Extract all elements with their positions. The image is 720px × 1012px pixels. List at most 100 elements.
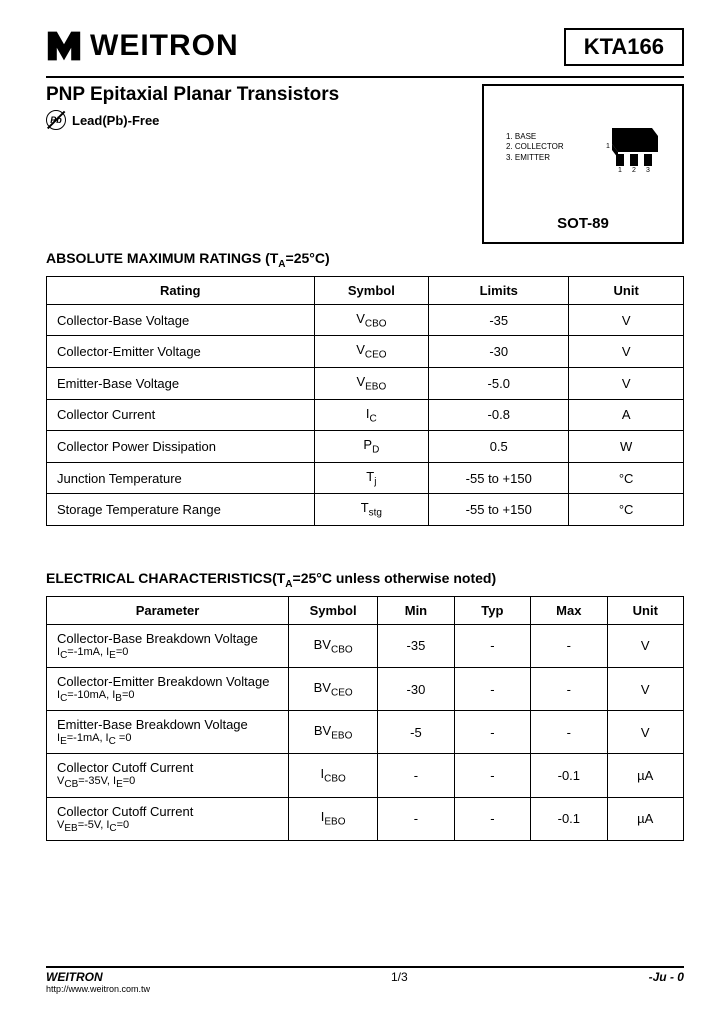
limits-cell: -5.0 bbox=[429, 367, 569, 399]
brand-name: WEITRON bbox=[90, 29, 239, 63]
unit-cell: V bbox=[607, 624, 683, 667]
elec-table-header: Typ bbox=[454, 596, 530, 624]
header-row: WEITRON KTA166 bbox=[46, 28, 684, 66]
unit-cell: V bbox=[607, 711, 683, 754]
table-row: Collector-Base Breakdown VoltageIC=-1mA,… bbox=[47, 624, 684, 667]
elec-section-title: ELECTRICAL CHARACTERISTICS(TA=25°C unles… bbox=[46, 570, 684, 590]
unit-cell: W bbox=[569, 431, 684, 463]
table-row: Collector-Emitter Breakdown VoltageIC=-1… bbox=[47, 667, 684, 710]
footer-url: http://www.weitron.com.tw bbox=[46, 984, 150, 994]
abs-table-header: Symbol bbox=[314, 276, 429, 304]
header-rule bbox=[46, 76, 684, 78]
limits-cell: -0.8 bbox=[429, 399, 569, 431]
symbol-cell: IC bbox=[314, 399, 429, 431]
symbol-cell: BVCEO bbox=[289, 667, 378, 710]
limits-cell: -55 to +150 bbox=[429, 462, 569, 494]
unit-cell: µA bbox=[607, 754, 683, 797]
unit-cell: V bbox=[569, 304, 684, 336]
table-row: Collector CurrentIC-0.8A bbox=[47, 399, 684, 431]
rating-cell: Collector-Base Voltage bbox=[47, 304, 315, 336]
parameter-cell: Emitter-Base Breakdown VoltageIE=-1mA, I… bbox=[47, 711, 289, 754]
elec-table-header: Unit bbox=[607, 596, 683, 624]
package-name: SOT-89 bbox=[484, 215, 682, 232]
table-row: Emitter-Base Breakdown VoltageIE=-1mA, I… bbox=[47, 711, 684, 754]
elec-table-header: Symbol bbox=[289, 596, 378, 624]
brand-block: WEITRON bbox=[46, 28, 239, 64]
abs-table-header: Unit bbox=[569, 276, 684, 304]
svg-text:1: 1 bbox=[606, 143, 610, 150]
abs-table-header: Limits bbox=[429, 276, 569, 304]
table-row: Collector Cutoff CurrentVCB=-35V, IE=0IC… bbox=[47, 754, 684, 797]
limits-cell: -35 bbox=[429, 304, 569, 336]
unit-cell: °C bbox=[569, 494, 684, 526]
elec-title-main: ELECTRICAL CHARACTERISTICS(T bbox=[46, 570, 285, 586]
pin-3: 3. EMITTER bbox=[506, 153, 564, 163]
abs-max-ratings-table: RatingSymbolLimitsUnitCollector-Base Vol… bbox=[46, 276, 684, 526]
footer-page-number: 1/3 bbox=[391, 970, 408, 994]
svg-text:3: 3 bbox=[646, 167, 650, 174]
pin-1: 1. BASE bbox=[506, 132, 564, 142]
table-row: Junction TemperatureTj-55 to +150°C bbox=[47, 462, 684, 494]
symbol-cell: PD bbox=[314, 431, 429, 463]
package-chip-icon: 1 1 2 3 bbox=[592, 124, 662, 179]
limits-cell: -55 to +150 bbox=[429, 494, 569, 526]
elec-title-tail: =25°C unless otherwise noted) bbox=[293, 570, 497, 586]
max-cell: -0.1 bbox=[531, 797, 607, 840]
table-row: Collector-Base VoltageVCBO-35V bbox=[47, 304, 684, 336]
max-cell: - bbox=[531, 711, 607, 754]
pin-2: 2. COLLECTOR bbox=[506, 142, 564, 152]
package-box: 1. BASE 2. COLLECTOR 3. EMITTER 1 1 2 3 … bbox=[482, 84, 684, 244]
unit-cell: °C bbox=[569, 462, 684, 494]
package-pins: 1. BASE 2. COLLECTOR 3. EMITTER bbox=[506, 132, 564, 163]
typ-cell: - bbox=[454, 754, 530, 797]
elec-table-header: Max bbox=[531, 596, 607, 624]
svg-text:1: 1 bbox=[618, 167, 622, 174]
abs-section-title: ABSOLUTE MAXIMUM RATINGS (TA=25°C) bbox=[46, 250, 684, 270]
parameter-cell: Collector-Emitter Breakdown VoltageIC=-1… bbox=[47, 667, 289, 710]
max-cell: -0.1 bbox=[531, 754, 607, 797]
table-row: Collector-Emitter VoltageVCEO-30V bbox=[47, 336, 684, 368]
typ-cell: - bbox=[454, 624, 530, 667]
pb-free-label: Lead(Pb)-Free bbox=[72, 113, 159, 128]
symbol-cell: BVEBO bbox=[289, 711, 378, 754]
abs-title-main: ABSOLUTE MAXIMUM RATINGS (T bbox=[46, 250, 278, 266]
footer-date: -Ju - 0 bbox=[649, 970, 684, 994]
electrical-characteristics-table: ParameterSymbolMinTypMaxUnitCollector-Ba… bbox=[46, 596, 684, 841]
pb-free-icon: Pb bbox=[46, 110, 66, 130]
symbol-cell: VCBO bbox=[314, 304, 429, 336]
typ-cell: - bbox=[454, 797, 530, 840]
max-cell: - bbox=[531, 667, 607, 710]
abs-title-sub: A bbox=[278, 259, 285, 270]
symbol-cell: ICBO bbox=[289, 754, 378, 797]
min-cell: -35 bbox=[378, 624, 454, 667]
rating-cell: Collector Power Dissipation bbox=[47, 431, 315, 463]
symbol-cell: IEBO bbox=[289, 797, 378, 840]
table-row: Emitter-Base VoltageVEBO-5.0V bbox=[47, 367, 684, 399]
limits-cell: -30 bbox=[429, 336, 569, 368]
rating-cell: Emitter-Base Voltage bbox=[47, 367, 315, 399]
table-row: Storage Temperature RangeTstg-55 to +150… bbox=[47, 494, 684, 526]
parameter-cell: Collector-Base Breakdown VoltageIC=-1mA,… bbox=[47, 624, 289, 667]
min-cell: -5 bbox=[378, 711, 454, 754]
abs-title-tail: =25°C) bbox=[286, 250, 330, 266]
min-cell: - bbox=[378, 754, 454, 797]
typ-cell: - bbox=[454, 711, 530, 754]
elec-title-sub: A bbox=[285, 579, 292, 590]
part-number-box: KTA166 bbox=[564, 28, 684, 66]
page-footer: WEITRON http://www.weitron.com.tw 1/3 -J… bbox=[46, 966, 684, 994]
unit-cell: V bbox=[569, 336, 684, 368]
footer-brand: WEITRON bbox=[46, 970, 150, 984]
rating-cell: Junction Temperature bbox=[47, 462, 315, 494]
typ-cell: - bbox=[454, 667, 530, 710]
unit-cell: V bbox=[569, 367, 684, 399]
footer-rule bbox=[46, 966, 684, 968]
symbol-cell: Tj bbox=[314, 462, 429, 494]
elec-table-header: Min bbox=[378, 596, 454, 624]
min-cell: - bbox=[378, 797, 454, 840]
abs-table-header: Rating bbox=[47, 276, 315, 304]
rating-cell: Collector Current bbox=[47, 399, 315, 431]
parameter-cell: Collector Cutoff CurrentVEB=-5V, IC=0 bbox=[47, 797, 289, 840]
unit-cell: µA bbox=[607, 797, 683, 840]
unit-cell: V bbox=[607, 667, 683, 710]
table-row: Collector Power DissipationPD0.5W bbox=[47, 431, 684, 463]
